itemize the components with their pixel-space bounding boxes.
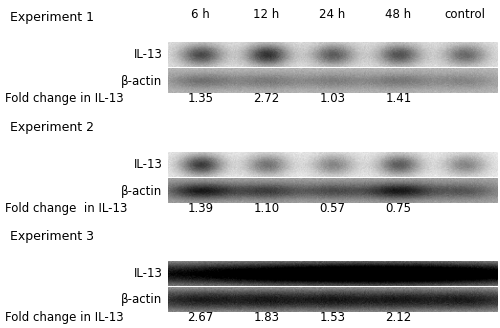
Text: Experiment 2: Experiment 2 [10,121,94,134]
Text: 48 h: 48 h [386,8,411,21]
Text: 1.53: 1.53 [320,311,345,324]
Text: Fold change in IL-13: Fold change in IL-13 [5,311,124,324]
Text: 1.10: 1.10 [254,202,280,215]
Text: 12 h: 12 h [254,8,280,21]
Text: 1.03: 1.03 [320,92,345,105]
Text: 2.12: 2.12 [386,311,411,324]
Text: IL-13: IL-13 [134,267,162,280]
Text: 2.67: 2.67 [188,311,214,324]
Text: 0.75: 0.75 [386,202,411,215]
Text: Experiment 3: Experiment 3 [10,230,94,243]
Text: 1.41: 1.41 [386,92,411,105]
Text: IL-13: IL-13 [134,158,162,171]
Text: control: control [444,8,485,21]
Text: 24 h: 24 h [320,8,345,21]
Text: 0.57: 0.57 [320,202,345,215]
Text: 6 h: 6 h [191,8,210,21]
Text: IL-13: IL-13 [134,49,162,61]
Text: β-actin: β-actin [121,294,162,306]
Text: β-actin: β-actin [121,75,162,88]
Text: β-actin: β-actin [121,185,162,197]
Text: Fold change  in IL-13: Fold change in IL-13 [5,202,128,215]
Text: 1.39: 1.39 [188,202,214,215]
Text: 1.35: 1.35 [188,92,214,105]
Text: Experiment 1: Experiment 1 [10,11,94,25]
Text: Fold change in IL-13: Fold change in IL-13 [5,92,124,105]
Text: 1.83: 1.83 [254,311,280,324]
Text: 2.72: 2.72 [254,92,280,105]
